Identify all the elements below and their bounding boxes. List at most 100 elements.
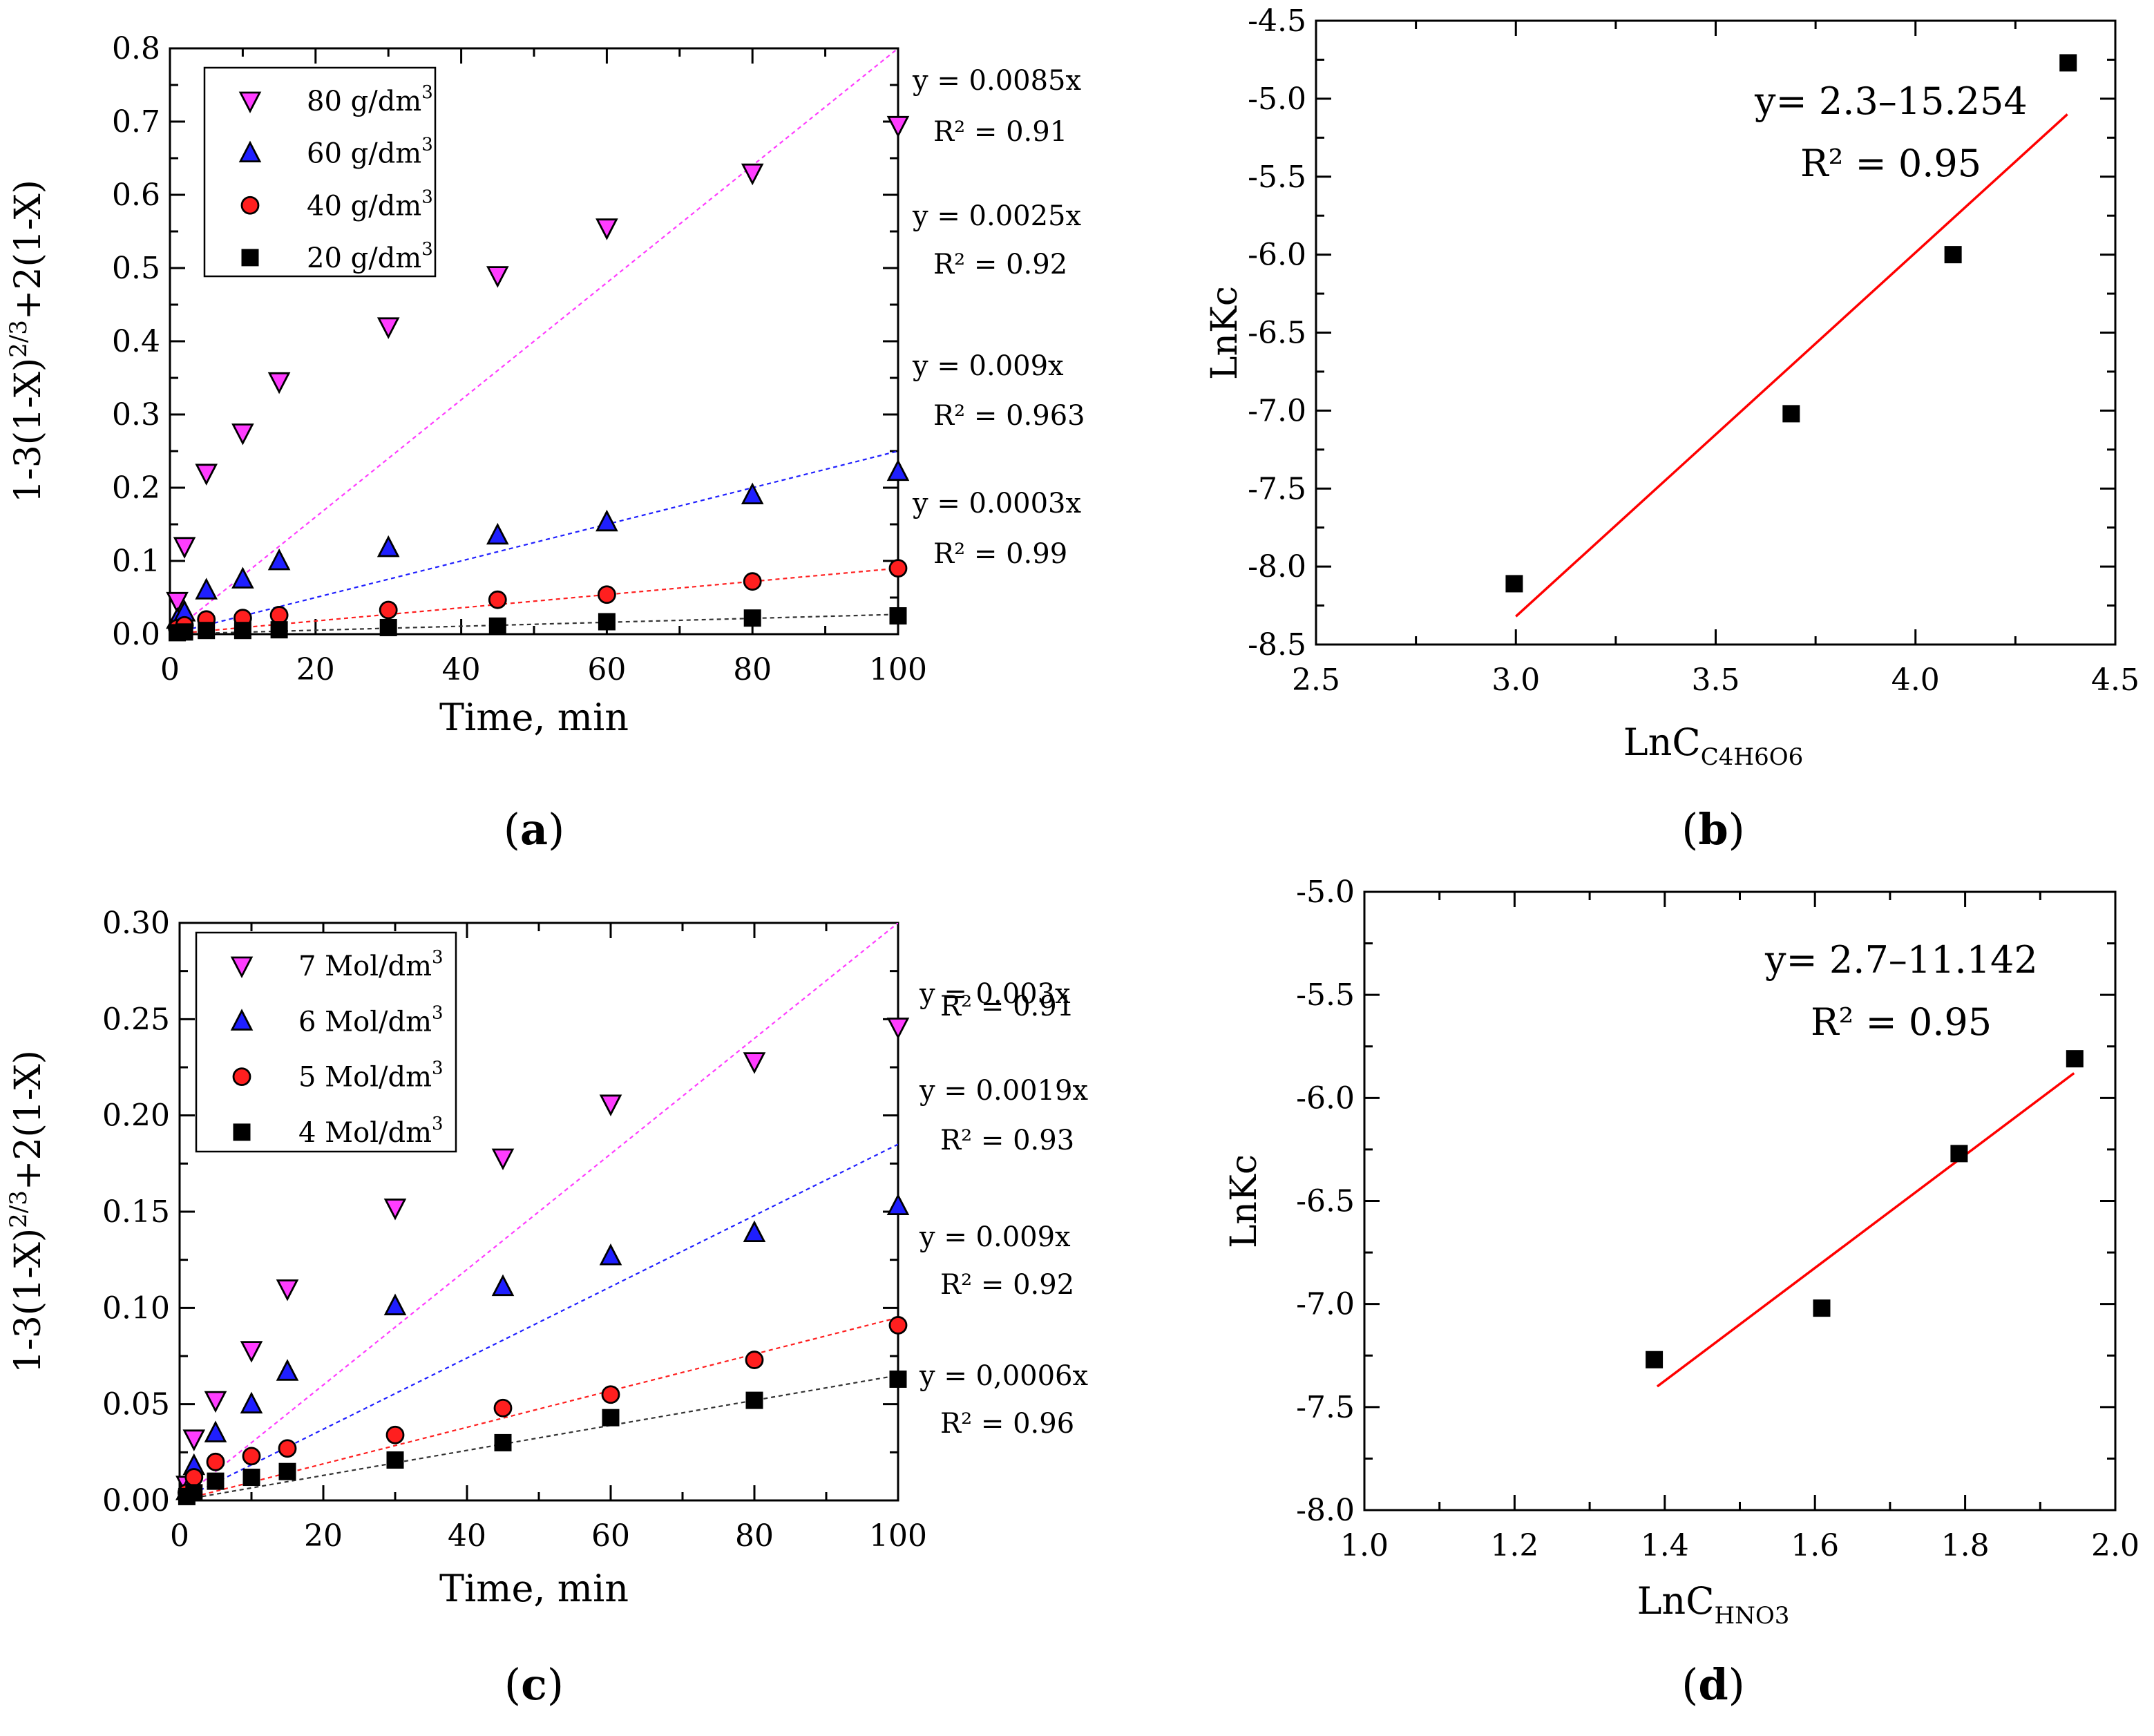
plot-frame xyxy=(1363,890,2117,1511)
y-tick-label: 0.5 xyxy=(112,251,160,286)
y-tick-label: 0.20 xyxy=(102,1098,170,1134)
data-point xyxy=(886,1193,910,1216)
legend-marker xyxy=(240,195,260,215)
fit-r2: R² = 0.91 xyxy=(933,116,1067,148)
data-point xyxy=(743,609,761,627)
fit-equation: y = 0.003x xyxy=(919,978,1071,1010)
chart-panel-d: 1.0 1.2 1.4 1.6 1.8 2.0 -8.0 -7.5 -7.0 -6.5 -6.0 -5… xyxy=(1223,875,2139,1710)
y-tick-label: -6.0 xyxy=(1296,1080,1355,1116)
x-tick-label: 40 xyxy=(448,1518,486,1554)
series-0 xyxy=(175,1018,910,1498)
fit-line xyxy=(180,923,898,1500)
data-point xyxy=(198,622,216,640)
legend-marker xyxy=(238,140,262,163)
y-tick-label: -5.0 xyxy=(1248,82,1306,117)
x-tick-label: 20 xyxy=(296,652,335,687)
y-tick-label: 0.15 xyxy=(102,1194,170,1230)
y-tick-label: -8.0 xyxy=(1296,1493,1355,1528)
data-point xyxy=(494,1433,512,1451)
data-point xyxy=(269,606,289,624)
legend-label: 7 Mol/dm3 xyxy=(298,947,444,982)
data-point xyxy=(195,464,218,486)
data-point xyxy=(175,623,193,641)
data-point xyxy=(1944,246,1962,264)
fit-equation: y = 0.0003x xyxy=(912,488,1082,519)
data-point xyxy=(745,1391,763,1409)
data-point xyxy=(377,317,400,339)
data-point xyxy=(601,1385,620,1404)
y-tick-label: 0.00 xyxy=(102,1483,170,1518)
fit-equation: y = 0,0006x xyxy=(919,1360,1089,1392)
data-point xyxy=(741,163,764,186)
y-tick-label: -5.5 xyxy=(1296,977,1355,1013)
y-tick-label: -8.0 xyxy=(1248,549,1306,584)
fit-equation: y = 0.0085x xyxy=(912,65,1082,97)
fit-r2: R² = 0.99 xyxy=(933,538,1067,570)
data-point xyxy=(195,578,218,600)
data-point xyxy=(1813,1299,1831,1317)
y-tick-label: 0.7 xyxy=(112,104,160,140)
x-tick-label: 1.8 xyxy=(1941,1528,1990,1563)
x-tick-label: 80 xyxy=(735,1518,774,1554)
data-point xyxy=(377,535,400,557)
y-tick-label: 0.1 xyxy=(112,544,160,579)
y-tick-label: -6.5 xyxy=(1248,316,1306,351)
data-point xyxy=(888,1316,908,1335)
fit-r2: R² = 0.963 xyxy=(933,400,1085,432)
x-tick-label: 0 xyxy=(160,652,180,687)
data-point xyxy=(486,266,509,288)
x-tick-label: 0 xyxy=(170,1518,189,1554)
legend-box xyxy=(203,66,437,278)
data-point xyxy=(383,1293,407,1315)
y-tick-label: -7.5 xyxy=(1248,471,1306,506)
data-point xyxy=(743,1220,766,1243)
x-tick-label: 3.0 xyxy=(1491,662,1540,698)
data-point xyxy=(242,1469,260,1487)
y-tick-label: 0.2 xyxy=(112,470,160,506)
fit-r2: R² = 0.92 xyxy=(933,249,1067,280)
y-tick-label: -7.0 xyxy=(1296,1287,1355,1322)
y-tick-label: 0.05 xyxy=(102,1387,170,1422)
data-point xyxy=(745,1351,764,1369)
regression-r2: R² = 0.95 xyxy=(1811,1000,1992,1044)
y-tick-label: 0.25 xyxy=(102,1002,170,1037)
x-tick-label: 4.5 xyxy=(2091,662,2139,698)
data-point xyxy=(2066,1050,2084,1068)
fit-r2: R² = 0.96 xyxy=(940,1408,1074,1440)
x-axis-label: Time, min xyxy=(439,1567,629,1610)
legend-marker xyxy=(230,956,254,979)
data-point xyxy=(267,548,291,571)
y-tick-label: -7.5 xyxy=(1296,1390,1355,1425)
x-tick-label: 4.0 xyxy=(1891,662,1940,698)
x-tick-label: 3.5 xyxy=(1692,662,1740,698)
regression-equation: y= 2.3–15.254 xyxy=(1754,79,2028,123)
x-tick-label: 100 xyxy=(869,652,927,687)
data-point xyxy=(184,1468,204,1487)
data-point xyxy=(204,1420,227,1442)
y-tick-label: 0.30 xyxy=(102,906,170,941)
fit-r2: R² = 0.91 xyxy=(940,991,1074,1022)
data-point xyxy=(743,572,762,591)
data-point xyxy=(488,617,506,635)
x-tick-label: 1.4 xyxy=(1641,1528,1689,1563)
regression-line xyxy=(1656,1072,2075,1388)
chart-panel-a: 0 20 40 60 80 100 0.0 0.1 0.2 0.3 0.4 0.5 0.6 0.7 0.8 T… xyxy=(5,31,1085,855)
y-axis-label: 1-3(1-X)2/3+2(1-X) xyxy=(5,1050,49,1373)
x-tick-label: 80 xyxy=(733,652,772,687)
legend-label: 5 Mol/dm3 xyxy=(298,1058,444,1094)
data-point xyxy=(206,1452,225,1471)
data-point xyxy=(2059,54,2077,72)
x-tick-label: 100 xyxy=(869,1518,927,1554)
data-point xyxy=(231,566,254,589)
data-point xyxy=(486,522,509,545)
fit-equation: y = 0.0025x xyxy=(912,200,1082,232)
fit-lines xyxy=(180,923,898,1500)
x-tick-label: 40 xyxy=(442,652,481,687)
data-point xyxy=(166,591,189,614)
y-tick-label: -5.5 xyxy=(1248,160,1306,195)
data-point xyxy=(1782,405,1800,423)
x-tick-label: 2.5 xyxy=(1292,662,1340,698)
data-point xyxy=(886,1018,910,1040)
data-point xyxy=(743,1052,766,1074)
legend-marker xyxy=(232,1067,251,1087)
